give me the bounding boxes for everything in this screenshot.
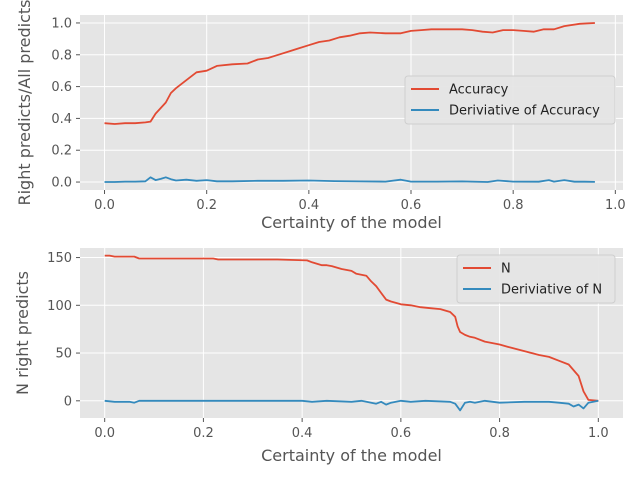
x-tick-label: 0.4 [299,198,320,213]
y-tick-label: 0 [64,394,72,409]
legend-label: N [501,262,511,277]
x-axis-label: Certainty of the model [261,213,442,232]
x-tick-label: 0.8 [503,198,524,213]
x-tick-label: 0.6 [391,426,412,441]
x-tick-label: 0.4 [292,426,313,441]
chart-panel-1: 0.0 0.2 0.4 0.6 0.8 1.0 0.0 0.2 0.4 0.6 0.8 1.0 Cert… [15,0,626,232]
x-axis-label: Certainty of the model [261,446,442,465]
legend-label: Accuracy [449,83,509,98]
x-tick-label: 0.0 [94,426,115,441]
series-line-1 [104,254,599,402]
y-axis-label: Right predicts/All predicts [15,0,34,206]
y-tick-label: 0.8 [51,48,72,63]
y-tick-label: 150 [47,251,72,266]
series-line-1 [104,22,595,125]
series-line-2 [104,399,599,412]
y-tick-label: 0.2 [51,144,72,159]
x-tick-label: 0.6 [401,198,422,213]
y-tick-label: 50 [55,347,72,362]
series-line-2 [104,176,595,183]
chart-panel-2: 0.0 0.2 0.4 0.6 0.8 1.0 0 50 100 150 Certainty of … [13,248,623,465]
x-tick-label: 0.8 [489,426,510,441]
x-tick-label: 0.2 [196,198,217,213]
legend: N Deriviative of N [456,254,616,304]
y-tick-label: 100 [47,299,72,314]
legend-label: Deriviative of N [501,283,602,298]
x-tick-label: 0.0 [94,198,115,213]
legend: Accuracy Deriviative of Accuracy [404,75,616,125]
y-tick-label: 0.4 [51,112,72,127]
legend-box [404,75,616,125]
x-tick-label: 1.0 [605,198,626,213]
legend-label: Deriviative of Accuracy [449,104,600,119]
y-axis-label: N right predicts [13,271,32,395]
x-tick-label: 0.2 [193,426,214,441]
y-tick-label: 1.0 [51,16,72,31]
x-tick-label: 1.0 [588,426,609,441]
y-tick-label: 0.0 [51,176,72,191]
legend-box [456,254,616,304]
y-tick-label: 0.6 [51,80,72,95]
